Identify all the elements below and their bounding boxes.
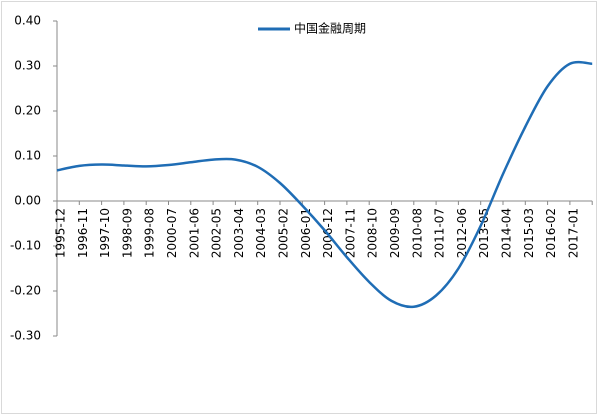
y-tick-label: -0.30 — [10, 329, 41, 343]
x-tick-label: 1999-08 — [143, 208, 157, 258]
y-tick-label: 0.00 — [14, 194, 41, 208]
x-tick-label: 2012-06 — [455, 208, 469, 258]
x-tick-label: 2004-03 — [254, 208, 268, 258]
x-tick-label: 2005-02 — [277, 208, 291, 258]
y-tick-label: -0.20 — [10, 284, 41, 298]
x-tick-label: 2001-06 — [187, 208, 201, 258]
y-tick-label: 0.20 — [14, 104, 41, 118]
y-tick-label: 0.30 — [14, 59, 41, 73]
x-tick-label: 2003-04 — [232, 208, 246, 258]
x-tick-label: 2016-02 — [544, 208, 558, 258]
x-tick-label: 2009-09 — [388, 208, 402, 258]
x-tick-label: 1998-09 — [120, 208, 134, 258]
x-tick-label: 2011-07 — [433, 208, 447, 258]
y-tick-label: 0.10 — [14, 149, 41, 163]
y-tick-label: 0.40 — [14, 14, 41, 28]
x-tick-label: 2007-11 — [343, 208, 357, 258]
y-tick-label: -0.10 — [10, 239, 41, 253]
x-tick-label: 1996-11 — [76, 208, 90, 258]
legend-label: 中国金融周期 — [294, 21, 366, 36]
x-tick-label: 2002-05 — [210, 208, 224, 258]
x-tick-label: 2008-10 — [366, 208, 380, 258]
x-tick-label: 2013-05 — [477, 208, 491, 258]
x-tick-label: 2014-04 — [500, 208, 514, 258]
x-tick-label: 2000-07 — [165, 208, 179, 258]
x-tick-label: 2015-03 — [522, 208, 536, 258]
x-tick-label: 2010-08 — [410, 208, 424, 258]
x-tick-label: 2017-01 — [566, 208, 580, 258]
x-tick-label: 1995-12 — [54, 208, 68, 258]
x-tick-label: 1997-10 — [98, 208, 112, 258]
line — [56, 60, 593, 309]
x-tick-label: 2006-01 — [299, 208, 313, 258]
